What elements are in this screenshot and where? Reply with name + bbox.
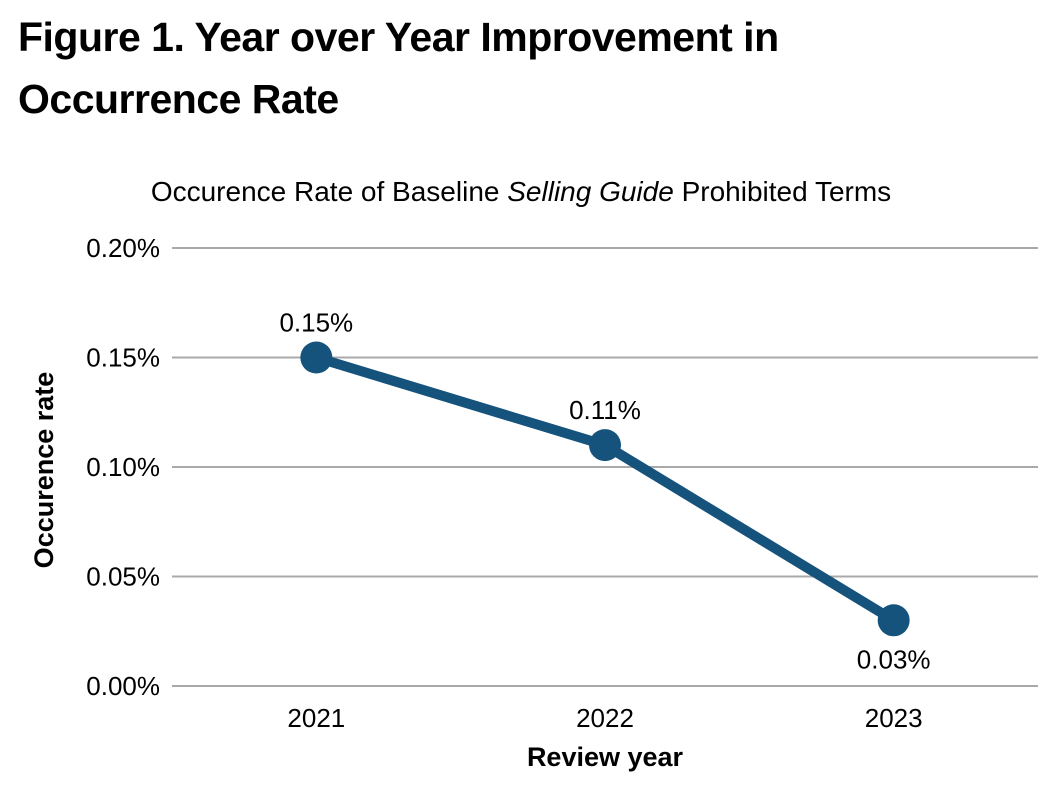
x-tick-label: 2023 (865, 703, 923, 733)
y-tick-label: 0.00% (86, 671, 160, 701)
chart-title-pre: Occurence Rate of Baseline (150, 176, 508, 207)
chart-title-post: Prohibited Terms (673, 176, 892, 207)
data-point (589, 429, 621, 462)
figure-title: Figure 1. Year over Year Improvement in O… (18, 6, 779, 130)
data-point (300, 341, 333, 374)
chart-title: Occurence Rate of Baseline Selling Guide… (0, 176, 1042, 208)
y-tick-label: 0.20% (86, 233, 160, 263)
x-tick-label: 2021 (287, 703, 345, 733)
y-tick-label: 0.10% (86, 452, 160, 482)
data-point (877, 604, 910, 637)
x-axis-title: Review year (526, 742, 684, 772)
figure-title-line1: Figure 1. Year over Year Improvement in (18, 14, 779, 60)
chart-title-italic: Selling Guide (507, 176, 674, 207)
data-point-label: 0.15% (279, 308, 353, 338)
figure-title-line2: Occurrence Rate (18, 76, 339, 122)
x-tick-label: 2022 (576, 703, 634, 733)
data-point-label: 0.11% (569, 395, 641, 425)
y-tick-label: 0.15% (86, 343, 160, 373)
y-tick-label: 0.05% (86, 562, 160, 592)
data-point-label: 0.03% (857, 644, 931, 674)
